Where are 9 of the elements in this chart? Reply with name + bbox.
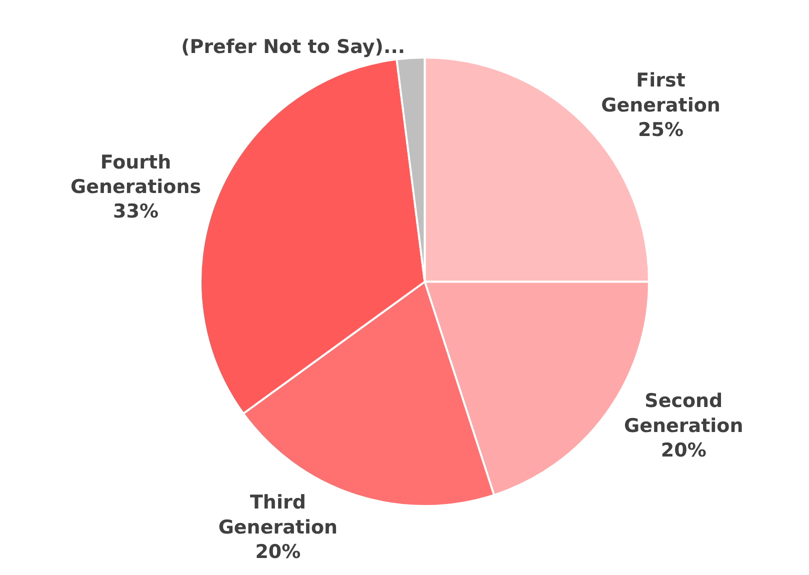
slice-label: Fourth Generations (70, 151, 202, 198)
data-label: 20% (660, 440, 706, 462)
slice-label: Second Generation (624, 390, 744, 437)
slice-label: Third Generation (218, 492, 338, 538)
data-label: 33% (113, 200, 159, 223)
data-label: 20% (255, 541, 301, 564)
slice-label: (Prefer Not to Say)... (181, 36, 406, 58)
data-label: 25% (638, 119, 684, 142)
slice-label: First Generation (601, 70, 720, 116)
